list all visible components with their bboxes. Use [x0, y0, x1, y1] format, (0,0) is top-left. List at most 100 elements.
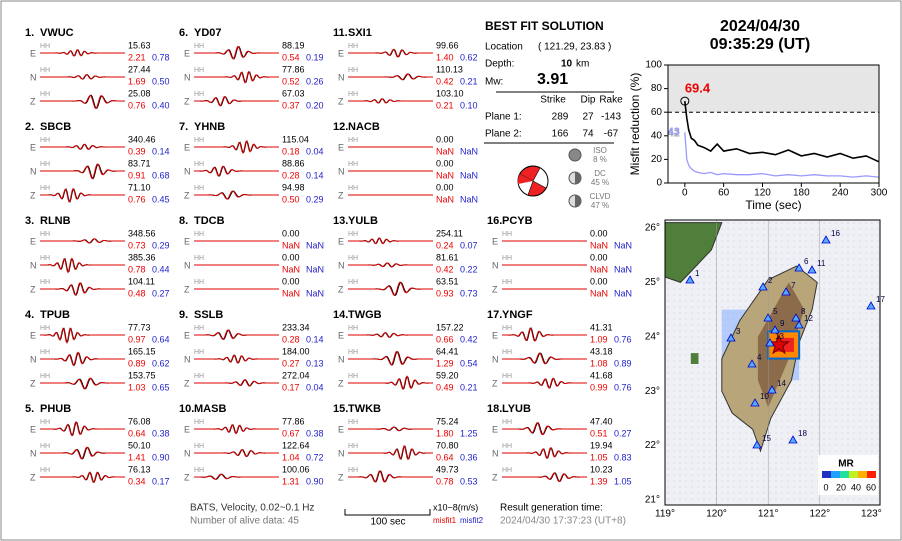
map-dot	[691, 384, 693, 386]
map-dot	[715, 414, 717, 416]
map-dot	[823, 444, 825, 446]
map-dot	[877, 354, 879, 356]
component: N	[184, 354, 191, 364]
map-dot	[787, 240, 789, 242]
map-dot	[709, 330, 711, 332]
map-dot	[685, 468, 687, 470]
map-dot	[691, 294, 693, 296]
channel: HH	[194, 91, 204, 98]
map-dot	[745, 426, 747, 428]
map-dot	[775, 468, 777, 470]
map-dot	[877, 306, 879, 308]
map-dot	[751, 240, 753, 242]
map-dot	[823, 288, 825, 290]
result-label: Result generation time:	[500, 503, 603, 514]
map-dot	[835, 426, 837, 428]
map-dot	[847, 300, 849, 302]
map-dot	[799, 462, 801, 464]
map-dot	[793, 390, 795, 392]
map-dot	[721, 408, 723, 410]
scale-bar	[344, 509, 431, 516]
map-dot	[673, 282, 675, 284]
map-dot	[715, 282, 717, 284]
map-dot	[829, 432, 831, 434]
map-dot	[673, 336, 675, 338]
map-dot	[871, 318, 873, 320]
amplitude: 10.23	[590, 464, 613, 474]
map-dot	[823, 306, 825, 308]
map-dot	[769, 252, 771, 254]
map-dot	[805, 360, 807, 362]
map-dot	[739, 222, 741, 224]
map-dot	[691, 330, 693, 332]
station-marker	[794, 263, 804, 272]
map-dot	[871, 258, 873, 260]
map-dot	[685, 486, 687, 488]
map-dot	[769, 276, 771, 278]
map-dot	[667, 468, 669, 470]
map-dot	[793, 432, 795, 434]
map-dot	[799, 408, 801, 410]
map-dot	[697, 282, 699, 284]
map-dot	[871, 384, 873, 386]
map-dot	[679, 312, 681, 314]
map-dot	[823, 390, 825, 392]
misfit2: NaN	[306, 264, 324, 274]
misfit2: 0.36	[460, 452, 478, 462]
map-dot	[835, 378, 837, 380]
map-dot	[781, 402, 783, 404]
map-dot	[673, 324, 675, 326]
map-dot	[775, 486, 777, 488]
station-number: 4.	[25, 309, 34, 321]
map-dot	[763, 498, 765, 500]
map-dot	[859, 294, 861, 296]
map-dot	[727, 294, 729, 296]
station-label: 15	[762, 434, 771, 443]
channel: HH	[194, 161, 204, 168]
map-dot	[829, 258, 831, 260]
map-dot	[853, 426, 855, 428]
component: E	[338, 236, 344, 246]
map-dot	[877, 366, 879, 368]
result-time: 2024/04/30 17:37:23 (UT+8)	[500, 516, 626, 527]
map-dot	[673, 420, 675, 422]
map-dot	[877, 252, 879, 254]
synthetic-waveform	[40, 238, 125, 244]
map-dot	[877, 402, 879, 404]
map-dot	[757, 276, 759, 278]
map-dot	[733, 300, 735, 302]
map-dot	[739, 426, 741, 428]
lat-label: 24°	[645, 331, 660, 342]
map-dot	[703, 414, 705, 416]
map-dot	[715, 378, 717, 380]
misfit2: 0.04	[306, 382, 324, 392]
map-dot	[691, 348, 693, 350]
map-dot	[691, 486, 693, 488]
map-dot	[691, 366, 693, 368]
map-dot	[835, 252, 837, 254]
map-dot	[841, 222, 843, 224]
map-dot	[829, 306, 831, 308]
map-dot	[865, 432, 867, 434]
map-dot	[739, 456, 741, 458]
map-dot	[775, 462, 777, 464]
component: Z	[184, 378, 190, 388]
map-dot	[841, 234, 843, 236]
station-number: 3.	[25, 215, 34, 227]
station-marker	[866, 301, 876, 310]
map-dot	[811, 234, 813, 236]
map-dot	[769, 474, 771, 476]
component: E	[184, 142, 190, 152]
map-dot	[739, 270, 741, 272]
map-dot	[715, 432, 717, 434]
map-dot	[703, 456, 705, 458]
map-dot	[667, 498, 669, 500]
component: E	[30, 424, 36, 434]
map-dot	[799, 480, 801, 482]
map-dot	[829, 264, 831, 266]
map-dot	[673, 468, 675, 470]
component: N	[184, 448, 191, 458]
map-dot	[703, 390, 705, 392]
map-dot	[859, 384, 861, 386]
map-dot	[763, 492, 765, 494]
